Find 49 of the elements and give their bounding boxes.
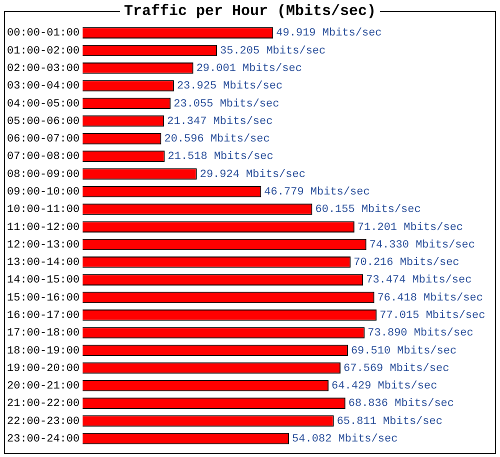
data-label: 73.890 Mbits/sec [368,328,474,340]
y-tick-label: 13:00-14:00 [6,257,80,270]
y-tick-label: 06:00-07:00 [6,134,80,146]
data-label: 71.201 Mbits/sec [357,222,464,234]
data-label: 65.811 Mbits/sec [336,416,442,428]
data-label: 49.919 Mbits/sec [276,28,382,40]
data-label: 74.330 Mbits/sec [369,239,475,252]
data-label: 77.015 Mbits/sec [380,310,486,322]
data-label: 60.155 Mbits/sec [315,204,421,216]
y-tick-label: 04:00-05:00 [6,98,80,110]
y-tick-label: 22:00-23:00 [6,416,80,428]
y-tick-label: 20:00-21:00 [6,380,80,393]
y-tick-label: 03:00-04:00 [6,80,80,93]
y-tick-label: 16:00-17:00 [6,310,80,322]
data-label: 70.216 Mbits/sec [354,257,460,270]
y-tick-label: 07:00-08:00 [6,151,80,164]
y-tick-label: 19:00-20:00 [6,362,80,375]
chart-title: Traffic per Hour (Mbits/sec) [120,3,380,20]
y-tick-label: 08:00-09:00 [6,168,80,181]
data-label: 21.518 Mbits/sec [168,151,274,164]
y-tick-label: 09:00-10:00 [6,186,80,198]
y-tick-label: 01:00-02:00 [6,45,80,58]
data-label: 35.205 Mbits/sec [220,45,326,58]
y-tick-label: 15:00-16:00 [6,292,80,304]
data-label: 29.924 Mbits/sec [200,168,306,181]
data-label: 21.347 Mbits/sec [167,116,273,128]
data-label: 64.429 Mbits/sec [332,380,438,393]
y-tick-label: 11:00-12:00 [6,222,80,234]
y-tick-label: 12:00-13:00 [6,239,80,252]
y-tick-label: 10:00-11:00 [6,204,80,216]
data-label: 76.418 Mbits/sec [377,292,483,304]
data-label: 23.925 Mbits/sec [176,80,283,93]
data-label: 29.001 Mbits/sec [196,63,302,76]
y-tick-label: 14:00-15:00 [6,274,80,287]
data-label: 54.082 Mbits/sec [292,433,398,446]
y-tick-label: 23:00-24:00 [6,433,80,446]
data-label: 68.836 Mbits/sec [348,398,454,410]
data-label: 73.474 Mbits/sec [366,274,472,287]
y-tick-label: 17:00-18:00 [6,328,80,340]
data-label: 23.055 Mbits/sec [174,98,280,110]
data-label: 46.779 Mbits/sec [264,186,370,198]
y-tick-label: 00:00-01:00 [6,28,80,40]
y-tick-label: 18:00-19:00 [6,345,80,358]
data-label: 69.510 Mbits/sec [350,345,457,358]
y-tick-label: 02:00-03:00 [6,63,80,76]
y-tick-label: 05:00-06:00 [6,116,80,128]
y-tick-label: 21:00-22:00 [6,398,80,410]
data-label: 20.596 Mbits/sec [164,134,270,146]
data-label: 67.569 Mbits/sec [344,362,450,375]
